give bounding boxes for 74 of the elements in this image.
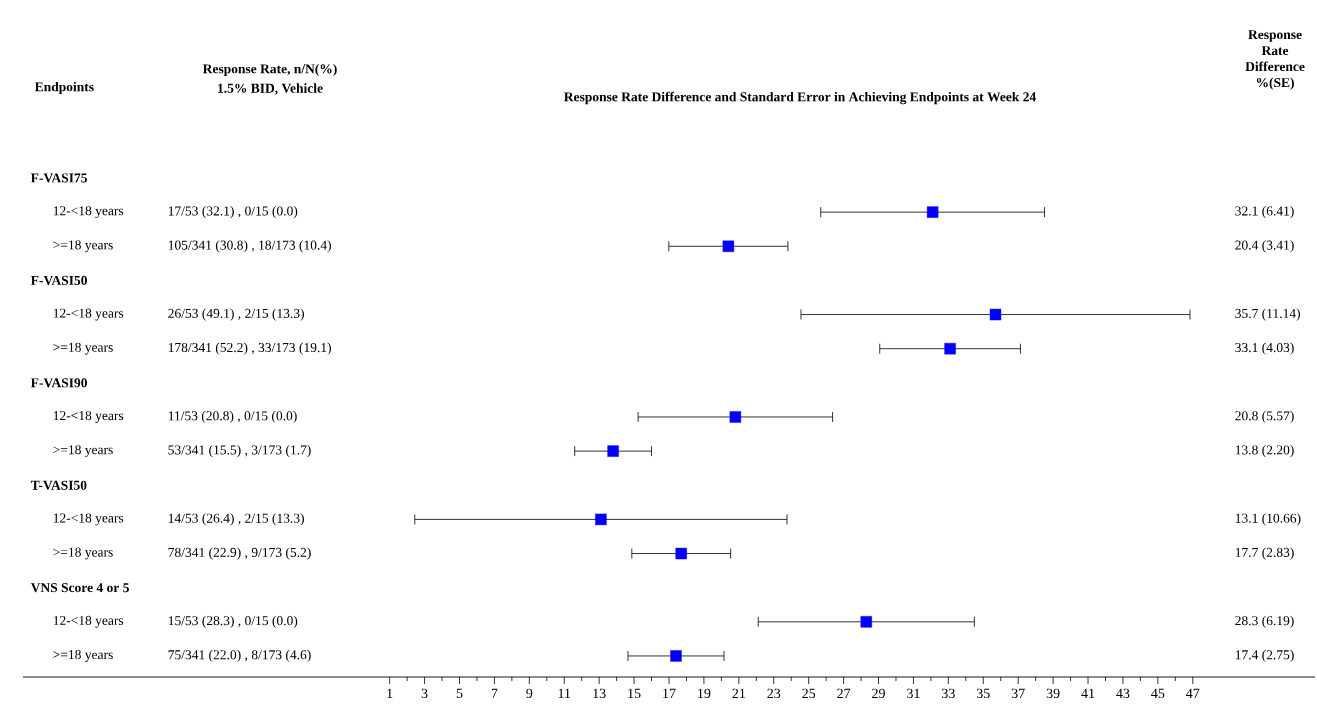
y-tick-label: >=18 years (53, 240, 113, 253)
x-tick-label: 35 (976, 688, 990, 699)
point (607, 445, 619, 457)
annotation: 35.7 (11.14) (1235, 308, 1300, 321)
y-tick-label: T-VASI50 (30, 480, 87, 490)
annotation: 75/341 (22.0) , 8/173 (4.6) (168, 649, 311, 663)
x-tick-label: 27 (837, 688, 851, 698)
annotation: 13.8 (2.20) (1235, 445, 1294, 458)
annotation: 20.8 (5.57) (1235, 410, 1294, 424)
x-tick-label: 33 (942, 688, 955, 699)
annotation: 20.4 (3.41) (1235, 240, 1294, 253)
annotation: 17/53 (32.1) , 0/15 (0.0) (168, 206, 298, 219)
y-tick-label: >=18 years (53, 342, 113, 355)
x-tick-label: 39 (1046, 688, 1060, 699)
text: Response Rate Difference %(SE) (1245, 30, 1305, 90)
y-tick-label: 12-<18 years (53, 308, 124, 321)
x-tick-label: 47 (1186, 688, 1200, 698)
annotation: 78/341 (22.9) , 9/173 (5.2) (168, 547, 311, 560)
y-axis-title: Endpoints (34, 81, 94, 95)
y-tick-label: 12-<18 years (53, 615, 124, 628)
y-tick-label: 12-<18 years (53, 206, 124, 219)
point (860, 616, 872, 628)
x-tick-label: 7 (491, 688, 498, 698)
chart-title: Response Rate Difference and Standard Error in Achieving Endpoints at Week 24 (564, 91, 1036, 105)
point (729, 411, 742, 423)
annotation: 13.1 (10.66) (1235, 513, 1301, 526)
x-tick-label: 29 (872, 688, 885, 699)
y-tick-label: >=18 years (53, 445, 113, 458)
text: Response Rate, n/N(%) (202, 63, 337, 77)
y-tick-label: >=18 years (53, 547, 113, 560)
y-tick-label: F-VASI75 (30, 173, 87, 183)
x-tick-label: 25 (802, 688, 816, 699)
annotation: 15/53 (28.3) , 0/15 (0.0) (168, 615, 298, 628)
annotation: 28.3 (6.19) (1235, 615, 1294, 628)
point (926, 206, 939, 218)
point (675, 547, 687, 560)
x-tick-label: 5 (456, 688, 463, 699)
y-tick-label: F-VASI50 (30, 275, 87, 285)
y-tick-label: >=18 years (53, 650, 113, 662)
annotation: 178/341 (52.2) , 33/173 (19.1) (168, 342, 331, 355)
x-tick-label: 13 (593, 688, 606, 699)
y-tick-label: 12-<18 years (53, 513, 124, 526)
x-tick-label: 41 (1081, 688, 1095, 698)
x-tick-label: 23 (767, 688, 781, 699)
x-tick-label: 19 (698, 688, 711, 699)
annotation: 32.1 (6.41) (1235, 206, 1294, 219)
x-tick-label: 17 (663, 688, 676, 698)
y-tick-label: F-VASI90 (30, 378, 87, 388)
annotation: 26/53 (49.1) , 2/15 (13.3) (168, 308, 304, 321)
point (722, 240, 735, 252)
x-tick-label: 9 (526, 688, 533, 699)
x-tick-label: 31 (907, 688, 920, 699)
y-tick-label: 12-<18 years (53, 411, 124, 423)
annotation: 105/341 (30.8) , 18/173 (10.4) (168, 240, 331, 253)
annotation: 14/53 (26.4) , 2/15 (13.3) (168, 513, 304, 526)
x-tick-label: 45 (1151, 688, 1165, 699)
point (989, 308, 1002, 321)
annotation: 53/341 (15.5) , 3/173 (1.7) (168, 445, 311, 458)
point (944, 343, 956, 355)
point (670, 650, 682, 662)
annotation: 17.7 (2.83) (1235, 547, 1294, 560)
annotation: 11/53 (20.8) , 0/15 (0.0) (168, 410, 297, 424)
annotation: 17.4 (2.75) (1235, 649, 1294, 663)
x-tick-label: 15 (628, 688, 641, 699)
x-tick-label: 37 (1011, 688, 1025, 699)
x-tick-label: 43 (1116, 688, 1130, 699)
x-tick-label: 21 (732, 688, 745, 698)
point (595, 513, 607, 526)
y-tick-label: VNS Score 4 or 5 (30, 583, 129, 593)
x-tick-label: 3 (421, 688, 428, 699)
annotation: 33.1 (4.03) (1235, 342, 1294, 355)
text: 1.5% BID, Vehicle (218, 83, 323, 95)
x-tick-label: 1 (387, 688, 393, 698)
x-tick-label: 11 (558, 688, 571, 698)
